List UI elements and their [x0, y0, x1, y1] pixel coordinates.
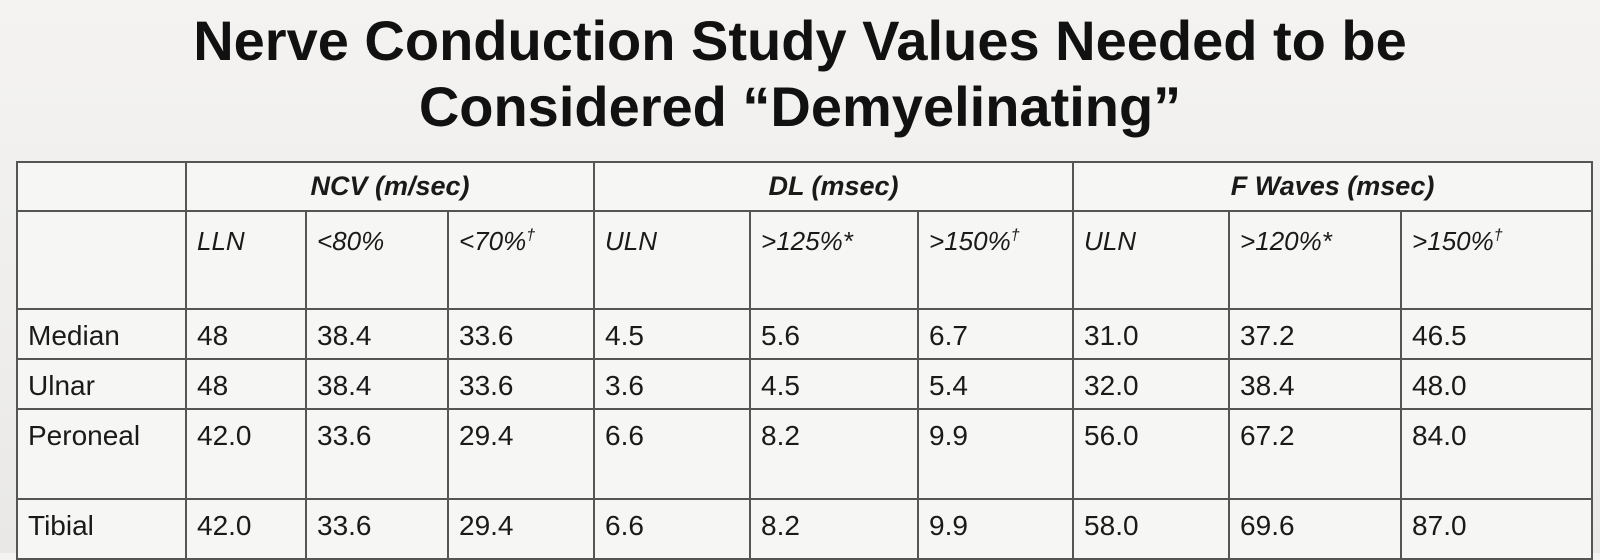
nerve-label: Median	[16, 308, 187, 360]
table-cell: 38.4	[305, 358, 449, 410]
nerve-label: Ulnar	[16, 358, 187, 410]
subheader-corner-cell	[16, 210, 187, 310]
table-cell: 33.6	[446, 358, 596, 410]
table-cell: 29.4	[446, 408, 596, 500]
slide-title-line-2: Considered “Demyelinating”	[418, 75, 1182, 138]
table-cell: 48	[185, 358, 307, 410]
nerve-conduction-table: NCV (m/sec) DL (msec) F Waves (msec) LLN…	[16, 161, 1594, 560]
subheader-fw-120: >120%*	[1228, 210, 1403, 310]
subheader-dl-125: >125%*	[749, 210, 920, 310]
table-cell: 46.5	[1400, 308, 1594, 360]
table-cell: 33.6	[305, 498, 449, 560]
table-cell: 6.7	[917, 308, 1075, 360]
table-cell: 33.6	[446, 308, 596, 360]
corner-cell	[16, 161, 187, 212]
table-cell: 42.0	[185, 498, 307, 560]
subheader-ncv-80: <80%	[305, 210, 449, 310]
table-cell: 38.4	[1228, 358, 1403, 410]
table-cell: 5.6	[749, 308, 920, 360]
table-cell: 38.4	[305, 308, 449, 360]
subheader-dl-uln: ULN	[593, 210, 752, 310]
table-cell: 42.0	[185, 408, 307, 500]
table-cell: 87.0	[1400, 498, 1594, 560]
table-row-median: Median 48 38.4 33.6 4.5 5.6 6.7 31.0 37.…	[16, 308, 1594, 360]
subheader-ncv-lln: LLN	[185, 210, 307, 310]
slide-title-line-1: Nerve Conduction Study Values Needed to …	[193, 9, 1407, 72]
table-cell: 48.0	[1400, 358, 1594, 410]
subheader-fw-uln: ULN	[1072, 210, 1231, 310]
table-cell: 8.2	[749, 408, 920, 500]
table-cell: 3.6	[593, 358, 752, 410]
table-cell: 5.4	[917, 358, 1075, 410]
group-header-ncv: NCV (m/sec)	[184, 161, 596, 212]
subheader-fw-150: >150%†	[1400, 210, 1594, 310]
table-cell: 48	[185, 308, 307, 360]
table-cell: 29.4	[446, 498, 596, 560]
nerve-label: Tibial	[16, 498, 187, 560]
nerve-label: Peroneal	[16, 408, 187, 500]
subheader-row: LLN <80% <70%† ULN >125%* >150%† ULN >12…	[16, 210, 1594, 310]
table-cell: 9.9	[917, 408, 1075, 500]
table-cell: 31.0	[1072, 308, 1231, 360]
table-cell: 6.6	[593, 408, 752, 500]
table-cell: 9.9	[917, 498, 1075, 560]
subheader-ncv-70: <70%†	[446, 210, 596, 310]
table-cell: 69.6	[1228, 498, 1403, 560]
table-cell: 32.0	[1072, 358, 1231, 410]
table-cell: 56.0	[1072, 408, 1231, 500]
group-header-f-waves: F Waves (msec)	[1072, 161, 1594, 212]
table-cell: 4.5	[593, 308, 752, 360]
table-cell: 84.0	[1400, 408, 1594, 500]
table-row-tibial: Tibial 42.0 33.6 29.4 6.6 8.2 9.9 58.0 6…	[16, 498, 1594, 560]
table-cell: 58.0	[1072, 498, 1231, 560]
table-cell: 33.6	[305, 408, 449, 500]
table-cell: 8.2	[749, 498, 920, 560]
table-cell: 67.2	[1228, 408, 1403, 500]
table-cell: 4.5	[749, 358, 920, 410]
subheader-dl-150: >150%†	[917, 210, 1075, 310]
table-row-ulnar: Ulnar 48 38.4 33.6 3.6 4.5 5.4 32.0 38.4…	[16, 358, 1594, 410]
table-cell: 37.2	[1228, 308, 1403, 360]
table-cell: 6.6	[593, 498, 752, 560]
group-header-row: NCV (m/sec) DL (msec) F Waves (msec)	[16, 161, 1594, 212]
slide-title: Nerve Conduction Study Values Needed to …	[0, 8, 1600, 140]
table-row-peroneal: Peroneal 42.0 33.6 29.4 6.6 8.2 9.9 56.0…	[16, 408, 1594, 500]
group-header-dl: DL (msec)	[593, 161, 1075, 212]
